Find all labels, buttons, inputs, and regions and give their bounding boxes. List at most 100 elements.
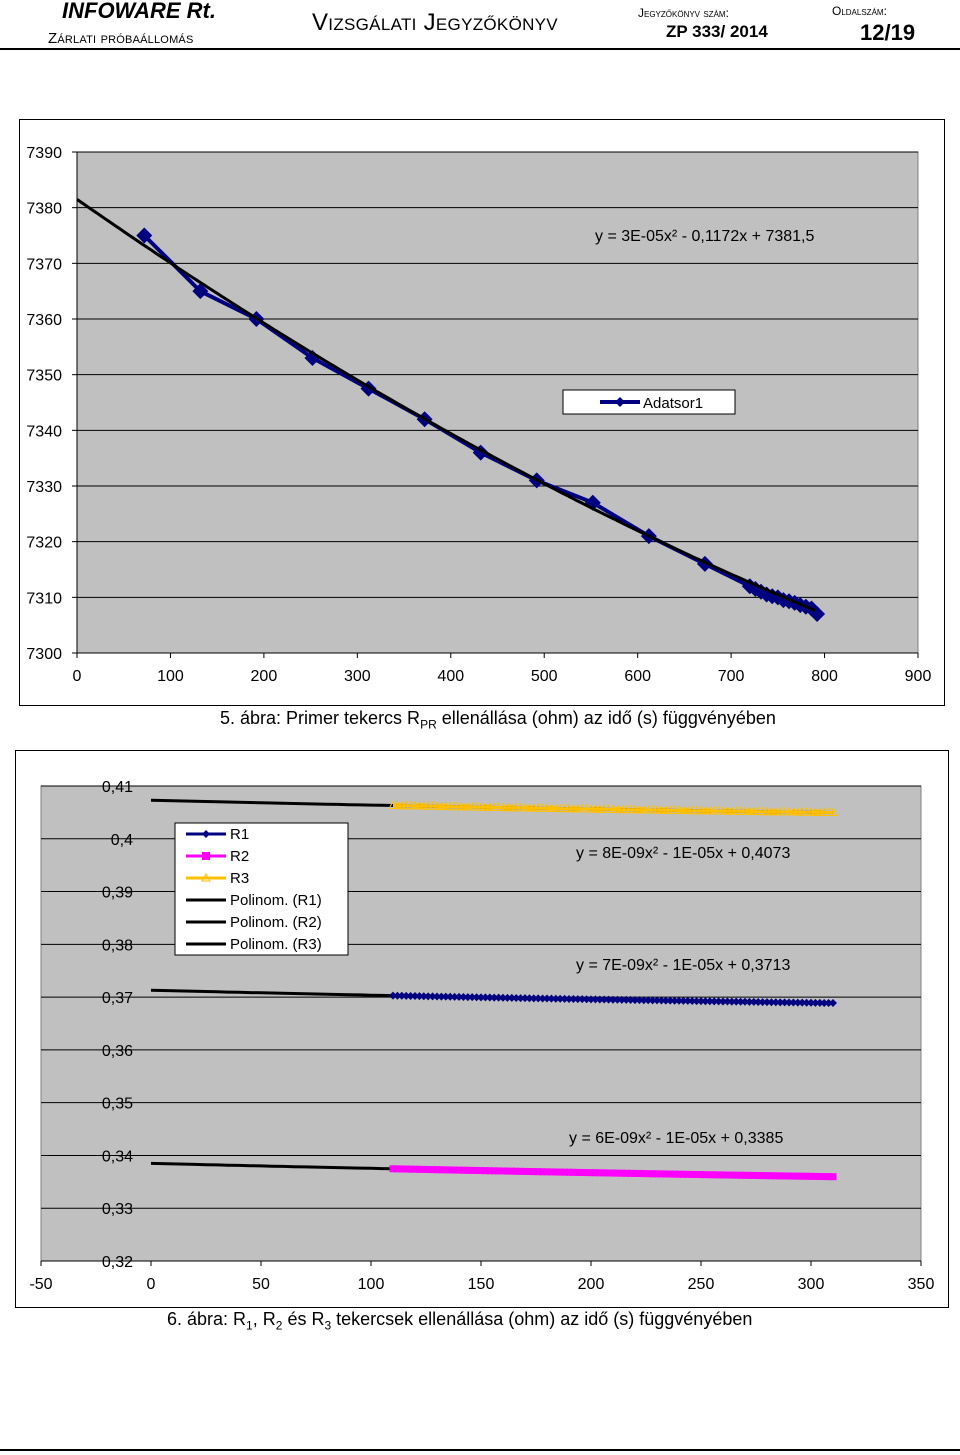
data-point-r2 xyxy=(829,1173,837,1181)
data-point-r1 xyxy=(433,992,441,1001)
y-tick-label: 0,35 xyxy=(102,1096,133,1113)
data-point-r1 xyxy=(798,998,807,1007)
data-point-r1 xyxy=(622,995,631,1004)
data-point-r1 xyxy=(485,993,494,1002)
data-point-r1 xyxy=(494,993,503,1002)
legend-label: R1 xyxy=(230,826,249,843)
data-point-r2 xyxy=(719,1171,727,1179)
data-point-r1 xyxy=(710,997,719,1006)
data-point-r2 xyxy=(569,1168,577,1176)
legend-marker xyxy=(615,397,625,407)
x-tick-label: 300 xyxy=(798,1276,825,1293)
page-number: 12/19 xyxy=(860,20,916,45)
legend-marker xyxy=(202,852,210,860)
data-point-r2 xyxy=(697,1171,705,1179)
data-point-r2 xyxy=(627,1169,635,1177)
data-point-r1 xyxy=(785,998,793,1007)
data-point-r1 xyxy=(419,992,428,1001)
figure6-caption-sub3: 3 xyxy=(324,1318,332,1333)
data-point-r1 xyxy=(547,994,556,1003)
legend-marker xyxy=(201,872,211,882)
legend-label: R2 xyxy=(230,848,249,865)
x-tick-label: 50 xyxy=(252,1276,270,1293)
y-tick-label: 7350 xyxy=(26,368,62,385)
data-point-r1 xyxy=(754,998,763,1007)
data-point-r2 xyxy=(552,1168,560,1176)
data-point-r2 xyxy=(723,1171,731,1179)
y-tick-label: 7320 xyxy=(26,535,62,552)
figure5-caption: 5. ábra: Primer tekercs RPR ellenállása … xyxy=(220,708,776,732)
data-point-r2 xyxy=(653,1170,661,1178)
data-point-r2 xyxy=(393,1165,401,1173)
data-point-r2 xyxy=(587,1169,595,1177)
data-point-r2 xyxy=(556,1168,564,1176)
y-tick-label: 0,39 xyxy=(102,885,133,902)
data-point-r1 xyxy=(789,998,798,1007)
data-point-r2 xyxy=(424,1166,432,1174)
data-point-r1 xyxy=(587,995,595,1004)
x-tick-label: 300 xyxy=(344,668,371,685)
figure5-caption-sub: PR xyxy=(420,717,437,732)
data-point-r1 xyxy=(683,996,692,1005)
data-point-r1 xyxy=(666,996,675,1005)
data-point-r2 xyxy=(605,1169,613,1177)
data-point-r1 xyxy=(820,998,829,1007)
x-tick-label: 0 xyxy=(147,1276,156,1293)
data-point-r1 xyxy=(604,995,613,1004)
data-point-r2 xyxy=(517,1167,525,1175)
data-point-r2 xyxy=(442,1166,450,1174)
data-point-r1 xyxy=(477,993,485,1002)
legend-marker xyxy=(202,830,210,838)
data-point-r2 xyxy=(407,1165,415,1173)
legend-label: R3 xyxy=(230,870,249,887)
x-tick-label: -50 xyxy=(29,1276,52,1293)
data-point-r2 xyxy=(825,1173,833,1181)
figure6-caption-c: és R xyxy=(282,1309,325,1329)
data-point-r2 xyxy=(794,1172,802,1180)
data-point-r2 xyxy=(455,1166,463,1174)
data-point-r2 xyxy=(820,1173,828,1181)
data-point-r2 xyxy=(701,1171,709,1179)
y-tick-label: 0,4 xyxy=(111,832,133,849)
data-point-r1 xyxy=(529,994,538,1003)
data-point-r1 xyxy=(441,992,450,1001)
figure6-caption-d: tekercsek ellenállása (ohm) az idő (s) f… xyxy=(331,1309,753,1329)
legend-label: Polinom. (R2) xyxy=(230,914,322,931)
x-tick-label: 350 xyxy=(908,1276,935,1293)
data-point-r1 xyxy=(560,994,569,1003)
data-point-r2 xyxy=(763,1172,771,1180)
data-point-r2 xyxy=(477,1167,485,1175)
data-point-r2 xyxy=(785,1172,793,1180)
data-point-r1 xyxy=(463,993,472,1002)
data-point-r1 xyxy=(639,996,648,1005)
data-point-r2 xyxy=(776,1172,784,1180)
data-point-r1 xyxy=(472,993,481,1002)
data-point-r2 xyxy=(451,1166,459,1174)
data-point-r1 xyxy=(402,991,411,1000)
data-point-r1 xyxy=(732,997,741,1006)
data-point-r2 xyxy=(508,1167,516,1175)
y-tick-label: 0,33 xyxy=(102,1201,133,1218)
data-point-r2 xyxy=(389,1165,397,1173)
y-tick-label: 0,34 xyxy=(102,1148,133,1165)
data-point-r1 xyxy=(397,991,406,1000)
document-title: Vizsgálati Jegyzőkönyv xyxy=(312,9,558,36)
plot-area xyxy=(76,151,919,654)
data-point-r1 xyxy=(393,991,402,1000)
data-point-r2 xyxy=(798,1172,806,1180)
data-point-r1 xyxy=(411,992,419,1001)
data-point-r2 xyxy=(433,1166,441,1174)
data-point-r1 xyxy=(701,997,710,1006)
y-tick-label: 7360 xyxy=(26,312,62,329)
footer-rule xyxy=(0,1449,960,1451)
data-point-r1 xyxy=(424,992,433,1001)
data-point-r2 xyxy=(473,1166,481,1174)
data-point-r1 xyxy=(771,998,780,1007)
data-point-r2 xyxy=(666,1170,674,1178)
data-point-r1 xyxy=(714,997,723,1006)
data-point-r1 xyxy=(582,995,591,1004)
data-point-r2 xyxy=(429,1166,437,1174)
data-point-r2 xyxy=(600,1169,608,1177)
legend-label: Polinom. (R3) xyxy=(230,936,322,953)
data-point-r2 xyxy=(486,1167,494,1175)
